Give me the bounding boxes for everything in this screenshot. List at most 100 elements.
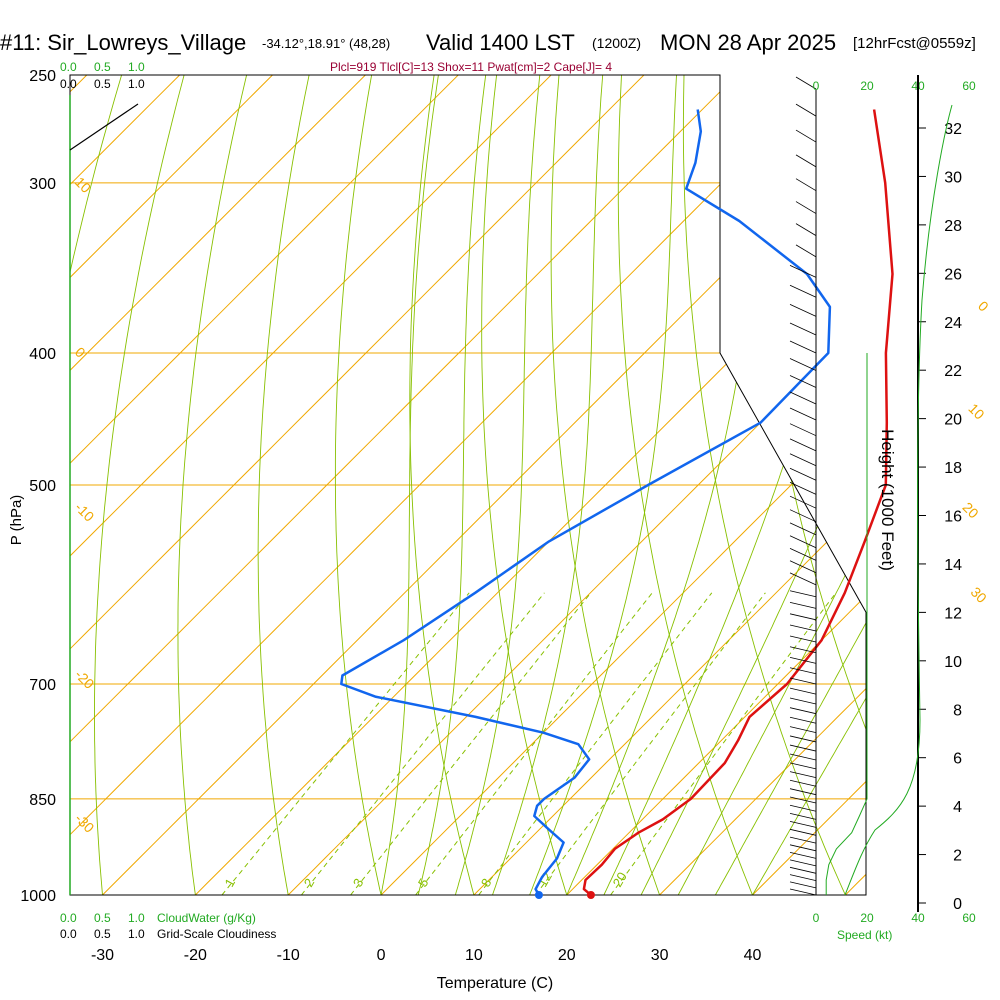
wind-barb xyxy=(789,407,817,421)
dry-adiabat xyxy=(617,75,765,895)
wind-barb xyxy=(789,852,817,859)
speed-axis-title: Speed (kt) xyxy=(837,928,892,942)
wind-barb xyxy=(795,244,817,258)
speed-tick-top: 60 xyxy=(962,79,976,93)
moist-adiabat xyxy=(677,75,866,895)
wind-barb xyxy=(789,646,817,654)
dry-adiabat xyxy=(481,75,577,895)
speed-tick-bottom: 40 xyxy=(911,911,925,925)
isotherm-label: -20 xyxy=(72,666,98,692)
height-tick-label: 4 xyxy=(953,799,962,816)
height-tick-label: 32 xyxy=(944,121,962,138)
wind-barb xyxy=(789,375,817,388)
height-tick-label: 8 xyxy=(953,702,962,719)
temperature-trace xyxy=(582,109,894,896)
mixing-ratio-label: 12 xyxy=(535,869,555,889)
isotherm xyxy=(752,75,866,895)
wind-barb xyxy=(789,635,817,643)
sounding-traces xyxy=(340,109,894,899)
station-coords: -34.12°,18.91° (48,28) xyxy=(262,36,390,51)
dry-adiabat xyxy=(932,51,1000,924)
height-tick-label: 10 xyxy=(944,654,962,671)
isotherm xyxy=(845,75,866,895)
height-tick-label: 2 xyxy=(953,848,962,865)
wind-barb xyxy=(789,735,817,743)
mixing-ratio-line xyxy=(350,592,592,895)
height-tick-label: 12 xyxy=(944,605,962,622)
moist-adiabat xyxy=(492,75,604,895)
wind-barb xyxy=(789,796,817,804)
height-tick-label: 28 xyxy=(944,218,962,235)
cloud-scale-tick: 1.0 xyxy=(128,60,145,74)
cloud-scale-tick: 0.0 xyxy=(60,927,77,941)
wind-barb xyxy=(789,590,817,598)
dry-adiabat xyxy=(682,75,860,895)
isotherm xyxy=(70,75,483,895)
cloud-scale-tick: 1.0 xyxy=(128,927,145,941)
isotherm-label: 20 xyxy=(959,499,981,521)
wind-barb xyxy=(789,677,817,685)
wind-barb xyxy=(789,535,817,549)
wind-barb xyxy=(789,888,817,896)
isotherm xyxy=(70,75,855,895)
wind-barb xyxy=(789,859,817,867)
dry-adiabat xyxy=(94,75,192,895)
isotherm xyxy=(70,75,576,895)
mixing-ratio-line xyxy=(478,592,713,895)
dry-adiabat xyxy=(550,75,671,895)
wind-barb xyxy=(789,602,817,609)
cloud-scale-tick: 1.0 xyxy=(128,911,145,925)
speed-height-curve xyxy=(844,104,953,896)
height-tick-label: 24 xyxy=(944,315,962,332)
indices-line: Plcl=919 Tlcl[C]=13 Shox=11 Pwat[cm]=2 C… xyxy=(330,60,612,74)
x-axis-title: Temperature (C) xyxy=(437,975,553,992)
wind-barb xyxy=(789,716,817,724)
wind-barb xyxy=(789,438,817,452)
mixing-ratio-line xyxy=(301,592,545,895)
zulu-time: (1200Z) xyxy=(592,35,641,51)
wind-barb xyxy=(789,804,817,812)
wind-barb xyxy=(789,572,817,586)
cloud-scale-tick: 0.5 xyxy=(94,927,111,941)
wind-barb xyxy=(789,866,817,874)
wind-barb xyxy=(789,697,817,705)
speed-tick-top: 0 xyxy=(813,79,820,93)
cloud-scale-tick: 0.0 xyxy=(60,77,77,91)
wind-barb xyxy=(789,358,817,371)
height-tick-label: 18 xyxy=(944,460,962,477)
wind-barb xyxy=(795,129,817,143)
wind-barb xyxy=(795,154,817,168)
valid-time: Valid 1400 LST xyxy=(426,30,575,55)
wind-barb xyxy=(789,707,817,715)
wind-barb xyxy=(789,881,817,889)
moist-adiabat xyxy=(417,75,487,895)
wind-barb xyxy=(789,613,817,621)
wind-barb xyxy=(789,453,817,467)
height-tick-label: 0 xyxy=(953,896,962,913)
wind-barb xyxy=(795,76,817,90)
wind-barb xyxy=(795,201,817,214)
dry-adiabat xyxy=(70,75,130,895)
cloud-scale-line xyxy=(69,103,139,151)
valid-date: MON 28 Apr 2025 xyxy=(660,30,836,55)
wind-barb xyxy=(789,560,817,574)
isotherm xyxy=(70,75,762,895)
cloudiness-title: Grid-Scale Cloudiness xyxy=(157,927,276,941)
dry-adiabat xyxy=(257,75,315,895)
dry-adiabat xyxy=(334,75,389,895)
plot-frame xyxy=(69,74,867,896)
isotherm-label: 10 xyxy=(72,174,94,196)
moist-adiabat xyxy=(380,75,439,895)
wind-barb xyxy=(789,467,817,481)
dry-adiabat xyxy=(409,75,483,895)
wind-barb xyxy=(789,753,817,761)
isotherm xyxy=(287,75,866,895)
wind-barb xyxy=(789,726,817,734)
wind-barb xyxy=(789,340,817,354)
isotherm xyxy=(566,75,866,895)
isotherm xyxy=(102,75,866,895)
cloudwater-title: CloudWater (g/Kg) xyxy=(157,911,256,925)
pressure-tick-700: 700 xyxy=(29,677,56,694)
wind-barb xyxy=(789,482,817,495)
